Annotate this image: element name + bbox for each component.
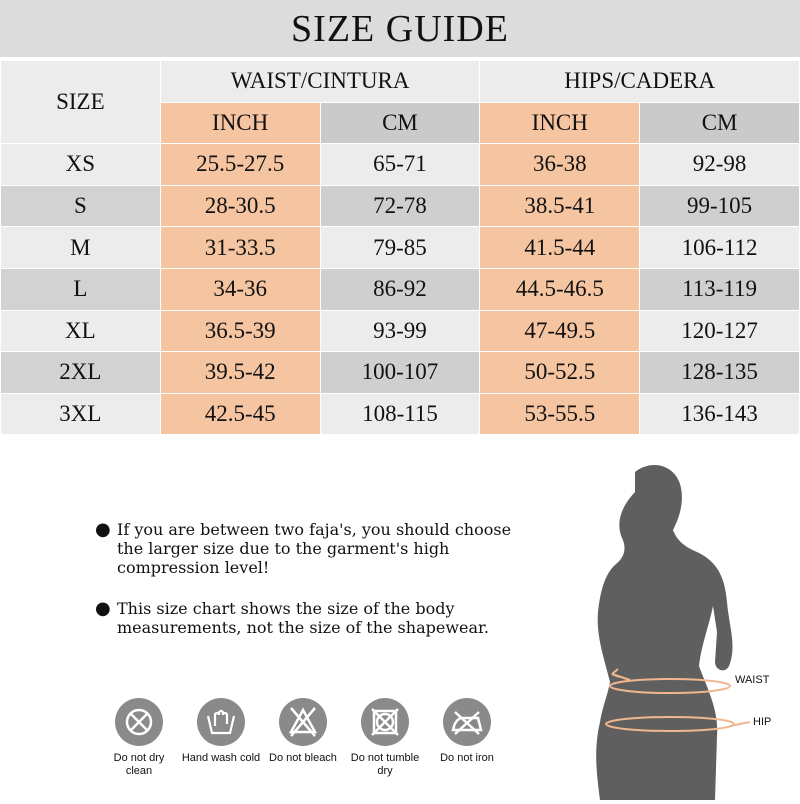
care-item: Do not tumble dry [344,698,426,778]
note-text: If you are between two faja's, you shoul… [117,520,512,577]
measure-cell: 65-71 [319,143,481,186]
measure-cell: 92-98 [639,143,800,186]
note-text: This size chart shows the size of the bo… [117,599,489,637]
hip-label: HIP [753,716,772,728]
do-not-bleach-icon [279,698,327,746]
unit-header: INCH [479,101,641,145]
bullet-icon: ● [95,598,111,619]
table-row: XL 36.5-39 93-99 47-49.5 120-127 [0,309,800,353]
silhouette-icon [596,465,751,800]
measure-cell: 39.5-42 [159,351,321,394]
size-cell: XS [0,143,161,186]
measure-cell: 50-52.5 [479,351,641,394]
measure-cell: 128-135 [639,351,800,394]
measure-cell: 47-49.5 [479,309,641,353]
measure-cell: 86-92 [319,267,481,311]
measure-cell: 34-36 [159,267,321,311]
unit-header: CM [639,101,800,145]
care-label: Do not tumble dry [350,752,420,777]
table-row: 2XL 39.5-42 100-107 50-52.5 128-135 [0,351,800,394]
care-item: Do not bleach [262,698,344,778]
measure-cell: 36.5-39 [159,309,321,353]
do-not-tumble-dry-icon [361,698,409,746]
size-cell: XL [0,309,161,353]
note-item: ● This size chart shows the size of the b… [95,599,535,637]
measure-cell: 36-38 [479,143,641,186]
care-item: Do not iron [426,698,508,778]
measure-cell: 79-85 [319,226,481,269]
page-title: SIZE GUIDE [0,0,800,57]
measure-cell: 93-99 [319,309,481,353]
table-row: S 28-30.5 72-78 38.5-41 99-105 [0,184,800,228]
measure-cell: 120-127 [639,309,800,353]
size-header: SIZE [0,59,161,145]
size-cell: S [0,184,161,228]
size-cell: L [0,267,161,311]
bullet-icon: ● [95,519,111,540]
care-label: Do not dry clean [113,752,165,777]
hips-header: HIPS/CADERA [479,60,800,103]
table-row: XS 25.5-27.5 65-71 36-38 92-98 [0,143,800,186]
measure-cell: 44.5-46.5 [479,267,641,311]
waist-label: WAIST [735,674,770,686]
notes: ● If you are between two faja's, you shou… [95,520,535,659]
measure-cell: 72-78 [319,184,481,228]
measure-cell: 99-105 [639,184,800,228]
table-row: L 34-36 86-92 44.5-46.5 113-119 [0,267,800,311]
care-label: Hand wash cold [181,752,261,764]
size-table: SIZE WAIST/CINTURA HIPS/CADERA INCH CM I… [0,59,800,436]
measure-cell: 113-119 [639,267,800,311]
care-item: Hand wash cold [180,698,262,778]
do-not-dry-clean-icon [115,698,163,746]
care-item: Do not dry clean [98,698,180,778]
hand-wash-cold-icon [197,698,245,746]
measure-cell: 136-143 [639,392,800,436]
care-label: Do not iron [440,752,494,764]
measure-cell: 41.5-44 [479,226,641,269]
measure-cell: 108-115 [319,392,481,436]
measure-cell: 38.5-41 [479,184,641,228]
size-cell: 2XL [0,351,161,394]
table-row: 3XL 42.5-45 108-115 53-55.5 136-143 [0,392,800,436]
do-not-iron-icon [443,698,491,746]
measure-cell: 53-55.5 [479,392,641,436]
note-item: ● If you are between two faja's, you shou… [95,520,535,577]
size-cell: M [0,226,161,269]
measure-cell: 25.5-27.5 [159,143,321,186]
measure-cell: 100-107 [319,351,481,394]
care-icons: Do not dry clean Hand wash cold Do not b… [98,698,508,778]
measure-cell: 42.5-45 [159,392,321,436]
unit-header: CM [319,101,481,145]
body-silhouette: WAIST HIP [540,462,800,800]
care-label: Do not bleach [269,752,337,764]
size-cell: 3XL [0,392,161,436]
measure-cell: 106-112 [639,226,800,269]
measure-cell: 28-30.5 [159,184,321,228]
table-row: M 31-33.5 79-85 41.5-44 106-112 [0,226,800,269]
measure-cell: 31-33.5 [159,226,321,269]
waist-header: WAIST/CINTURA [159,60,481,103]
unit-header: INCH [159,101,321,145]
